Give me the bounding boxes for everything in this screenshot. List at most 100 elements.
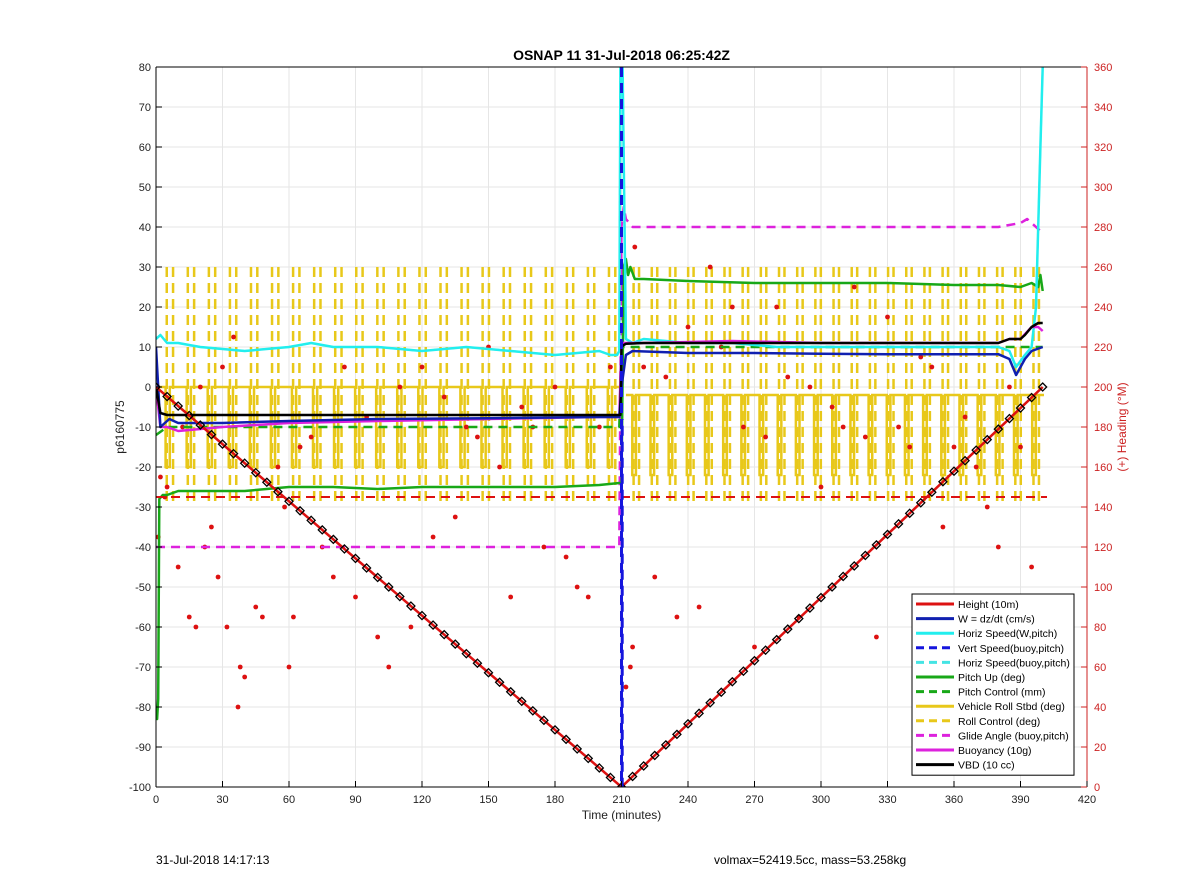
height-marker [816,592,826,603]
heading-dot [235,704,241,710]
heading-dot [818,484,824,490]
height-marker [727,676,738,687]
heading-dot [752,644,757,650]
heading-dot [1029,564,1034,570]
height-marker [660,739,671,750]
y-tick-label: -90 [135,742,151,754]
heading-dot [874,634,879,640]
y-tick-label: 40 [139,222,151,234]
height-marker [671,729,682,740]
heading-dot [186,614,192,620]
height-marker [250,467,261,478]
heading-dot [386,664,392,670]
height-marker [771,634,782,645]
heading-dot [175,564,181,570]
height-marker [949,466,959,477]
height-marker [417,610,427,621]
heading-dot [840,424,846,430]
x-tick-label: 390 [1011,794,1029,806]
height-marker [228,448,239,459]
heading-dot [774,304,780,310]
x-tick-label: 180 [546,794,564,806]
height-marker [1015,403,1026,413]
heading-dot [193,624,199,630]
y-right-tick-label: 80 [1094,622,1106,634]
heading-dot [408,624,414,630]
y-tick-label: 50 [139,182,151,194]
heading-dot [209,524,214,530]
heading-dot [596,424,602,430]
heading-dot [907,444,913,450]
height-marker [860,550,871,561]
y-tick-label: 0 [145,382,151,394]
height-marker [982,434,993,445]
heading-dot [541,544,547,550]
height-marker [350,553,361,564]
height-marker [339,543,350,554]
heading-dot [475,434,480,440]
heading-dot [552,384,558,390]
legend-label-vert_buoy: Vert Speed(buoy,pitch) [958,643,1064,655]
heading-dot [663,374,669,380]
series-vbd-line [156,321,1043,417]
height-marker [483,667,494,678]
heading-dot [342,364,347,370]
height-marker [261,477,272,488]
x-tick-label: 300 [812,794,830,806]
heading-dot [632,244,638,250]
x-tick-label: 120 [413,794,431,806]
height-marker [383,582,394,592]
height-marker [1004,413,1015,424]
height-marker [804,603,815,613]
height-marker [295,505,306,516]
height-marker [472,658,483,669]
y-tick-label: -30 [135,502,151,514]
legend-label-horiz_w: Horiz Speed(W,pitch) [958,628,1057,640]
legend-label-roll_ctrl: Roll Control (deg) [958,716,1040,728]
heading-dot [630,644,635,650]
heading-dot [231,334,236,340]
height-marker [372,572,383,583]
height-marker [760,645,771,656]
height-marker [583,753,594,764]
height-marker [904,508,915,519]
y-right-tick-label: 240 [1094,302,1112,314]
heading-dot [918,354,924,360]
y-tick-label: -50 [135,582,151,594]
y-tick-label: 20 [139,302,151,314]
legend-label-pitch_ctrl: Pitch Control (mm) [958,687,1046,699]
heading-dot [729,304,735,310]
heading-dot [260,614,265,620]
height-marker [893,518,904,529]
x-tick-label: 270 [745,794,763,806]
height-marker [638,761,649,771]
legend-label-height: Height (10m) [958,599,1019,611]
y-tick-label: 80 [139,62,151,74]
series-height-line [156,386,1044,787]
height-marker [915,497,926,508]
heading-dot [519,404,525,410]
heading-dot [220,364,225,370]
height-marker [793,613,804,624]
heading-dot [851,284,857,290]
heading-dot [652,574,658,580]
y-tick-label: -60 [135,622,151,634]
heading-dot [807,384,813,390]
height-marker [616,782,627,787]
heading-dot [441,394,447,400]
y-tick-label: -10 [135,422,151,434]
height-marker [450,639,461,650]
height-marker [683,718,693,729]
x-tick-label: 0 [153,794,159,806]
heading-dot [763,434,768,440]
x-axis-label: Time (minutes) [582,808,662,822]
y-right-tick-label: 0 [1094,782,1100,794]
height-marker [694,708,705,719]
heading-dot [452,514,458,520]
heading-dot [574,584,580,590]
height-marker [184,410,195,421]
heading-dot [308,434,314,440]
heading-dot [353,594,358,600]
heading-dot [829,404,835,410]
